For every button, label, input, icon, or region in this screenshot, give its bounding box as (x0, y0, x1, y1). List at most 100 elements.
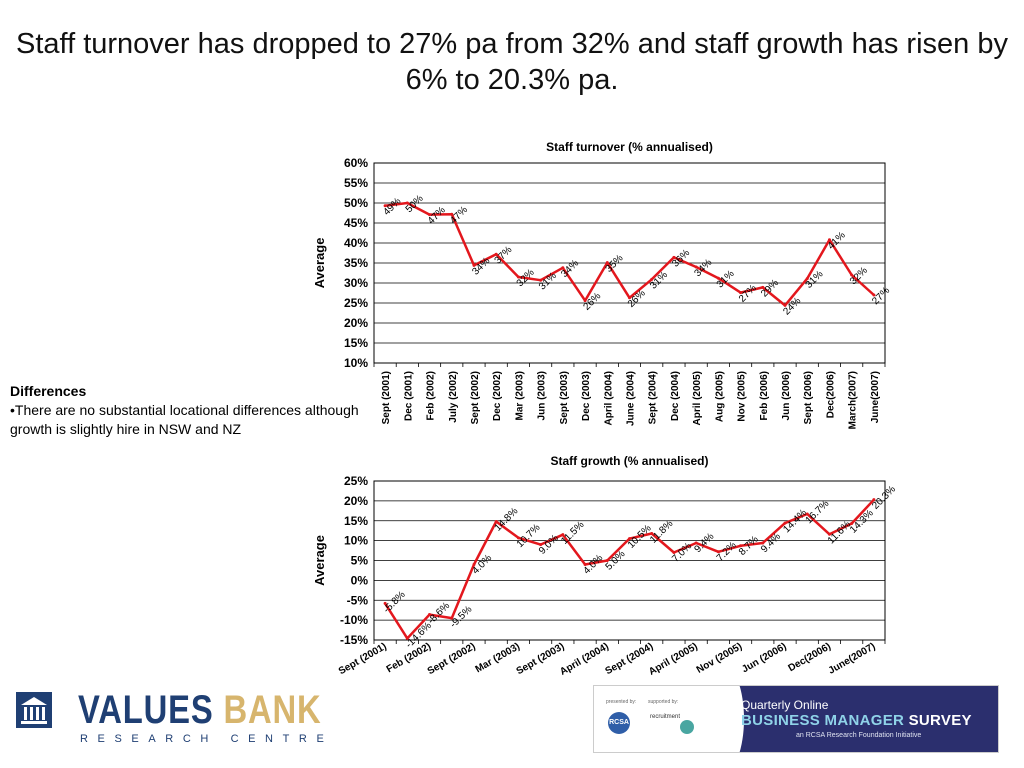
y-tick-label: 40% (344, 236, 368, 250)
plot-area (373, 162, 886, 364)
data-label: 26% (626, 288, 648, 310)
banner-curve (704, 686, 744, 752)
y-tick-label: 10% (344, 356, 368, 370)
data-label: 47% (426, 205, 448, 227)
x-tick-label: April (2005) (692, 371, 703, 425)
data-label: 31% (648, 270, 670, 292)
survey-word: SURVEY (908, 712, 972, 729)
data-point (428, 213, 432, 217)
data-point (694, 265, 698, 269)
data-point (472, 263, 476, 267)
y-tick-label: 25% (344, 296, 368, 310)
x-tick-label: Feb (2006) (759, 371, 770, 420)
survey-line-3: an RCSA Research Foundation Initiative (796, 732, 922, 739)
x-tick-label: Jun (2006) (781, 371, 792, 420)
recruitment-logo-icon (680, 720, 694, 734)
research-centre-text: RESEARCH CENTRE (80, 733, 334, 745)
data-point (405, 201, 409, 205)
values-bank-wordmark: VALUES BANK (78, 688, 322, 732)
business-manager-text: BUSINESS MANAGER (741, 712, 905, 729)
data-point (494, 252, 498, 256)
y-tick-label: 50% (344, 196, 368, 210)
differences-note: Differences •There are no substantial lo… (10, 382, 380, 439)
recruitment-logo-text: recruitment (650, 714, 681, 720)
survey-line-1: Quarterly Online (741, 698, 829, 712)
x-tick-label: Sept (2003) (559, 371, 570, 424)
x-tick-label: Dec (2002) (492, 371, 503, 421)
y-tick-label: 35% (344, 256, 368, 270)
data-point (450, 212, 454, 216)
x-tick-label: Sept (2004) (648, 371, 659, 424)
data-label: 29% (759, 278, 781, 300)
values-bank-logo: VALUES BANK RESEARCH CENTRE (12, 688, 324, 748)
x-tick-label: Nov (2005) (737, 371, 748, 422)
x-tick-label: Feb (2002) (426, 371, 437, 420)
data-point (539, 278, 543, 282)
chart-title: Staff turnover (% annualised) (546, 140, 713, 154)
data-label: 35% (604, 253, 626, 275)
data-point (628, 296, 631, 300)
x-tick-label: April (2004) (603, 371, 614, 425)
data-label: 31% (804, 269, 826, 291)
data-label: 26% (581, 291, 603, 313)
y-tick-label: 20% (344, 316, 368, 330)
data-point (783, 303, 787, 307)
data-point (561, 266, 565, 270)
data-label: 49% (381, 196, 403, 218)
supported-by-label: supported by: (648, 699, 679, 705)
y-axis-label: Average (312, 238, 327, 289)
data-label: 32% (515, 267, 537, 289)
x-tick-label: Dec (2003) (581, 371, 592, 421)
data-point (383, 204, 387, 208)
data-point (872, 293, 876, 297)
x-tick-label: Jun (2003) (537, 371, 548, 420)
data-point (605, 261, 609, 265)
x-tick-label: Sept (2006) (803, 371, 814, 424)
presented-by-label: presented by: (606, 699, 637, 705)
data-label: 24% (781, 296, 803, 318)
x-tick-label: Dec (2004) (670, 371, 681, 421)
y-tick-label: 55% (344, 176, 368, 190)
x-tick-label: Mar (2003) (514, 371, 525, 420)
data-point (761, 285, 765, 289)
x-tick-label: June(2007) (870, 371, 881, 423)
rcsa-logo: RCSA (608, 712, 630, 734)
x-tick-label: July (2002) (448, 371, 459, 423)
x-tick-label: Dec (2001) (403, 371, 414, 421)
data-point (805, 277, 809, 281)
data-label: 31% (537, 270, 559, 292)
y-tick-label: 45% (344, 216, 368, 230)
page-title: Staff turnover has dropped to 27% pa fro… (16, 28, 1008, 96)
data-point (850, 273, 854, 277)
data-point (827, 238, 831, 242)
data-point (672, 255, 676, 259)
x-tick-label: March(2007) (848, 371, 859, 429)
values-word: VALUES (78, 688, 214, 732)
data-point (739, 291, 743, 295)
y-tick-label: 30% (344, 276, 368, 290)
survey-banner: presented by: supported by: RCSA recruit… (593, 685, 999, 753)
y-tick-label: 60% (344, 156, 368, 170)
x-tick-label: June (2004) (626, 371, 637, 426)
data-point (583, 299, 587, 303)
survey-line-2: BUSINESS MANAGER SURVEY (741, 712, 972, 729)
differences-heading: Differences (10, 383, 87, 399)
data-label: 34% (559, 258, 581, 280)
sponsor-panel: presented by: supported by: RCSA recruit… (594, 686, 716, 752)
data-label: 27% (870, 285, 892, 307)
data-label: 36% (670, 248, 692, 270)
bank-building-icon (16, 692, 52, 728)
data-label: 27% (737, 283, 759, 305)
bank-word: BANK (223, 688, 322, 732)
data-point (516, 275, 520, 279)
data-point (716, 276, 720, 280)
data-label: 32% (848, 265, 870, 287)
data-label: 41% (826, 230, 848, 252)
x-tick-label: Dec(2006) (825, 371, 836, 418)
data-point (650, 277, 654, 281)
x-tick-label: Aug (2005) (714, 371, 725, 422)
y-tick-label: 15% (344, 336, 368, 350)
x-tick-label: Sept (2002) (470, 371, 481, 424)
x-tick-label: Sept (2001) (381, 371, 392, 424)
